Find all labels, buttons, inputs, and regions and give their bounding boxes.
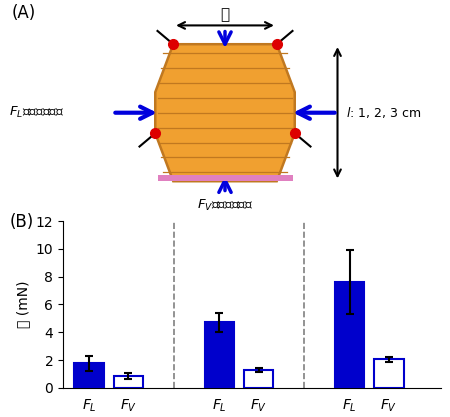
Text: $F_V$：縦方向の力: $F_V$：縦方向の力 [197, 198, 253, 213]
Text: 幅: 幅 [220, 7, 230, 22]
Polygon shape [155, 44, 295, 181]
Bar [335, 282, 364, 388]
Bar [244, 370, 273, 388]
Bar [205, 322, 234, 388]
Text: $F_L$：横方向の力: $F_L$：横方向の力 [9, 105, 64, 120]
Bar [158, 175, 292, 181]
Text: $l$: 1, 2, 3 cm: $l$: 1, 2, 3 cm [346, 105, 422, 120]
Y-axis label: 力 (mN): 力 (mN) [16, 281, 30, 328]
Text: (A): (A) [11, 5, 36, 23]
Bar [374, 359, 404, 388]
Bar [113, 376, 143, 388]
Text: (B): (B) [10, 213, 34, 231]
Bar [74, 364, 104, 388]
